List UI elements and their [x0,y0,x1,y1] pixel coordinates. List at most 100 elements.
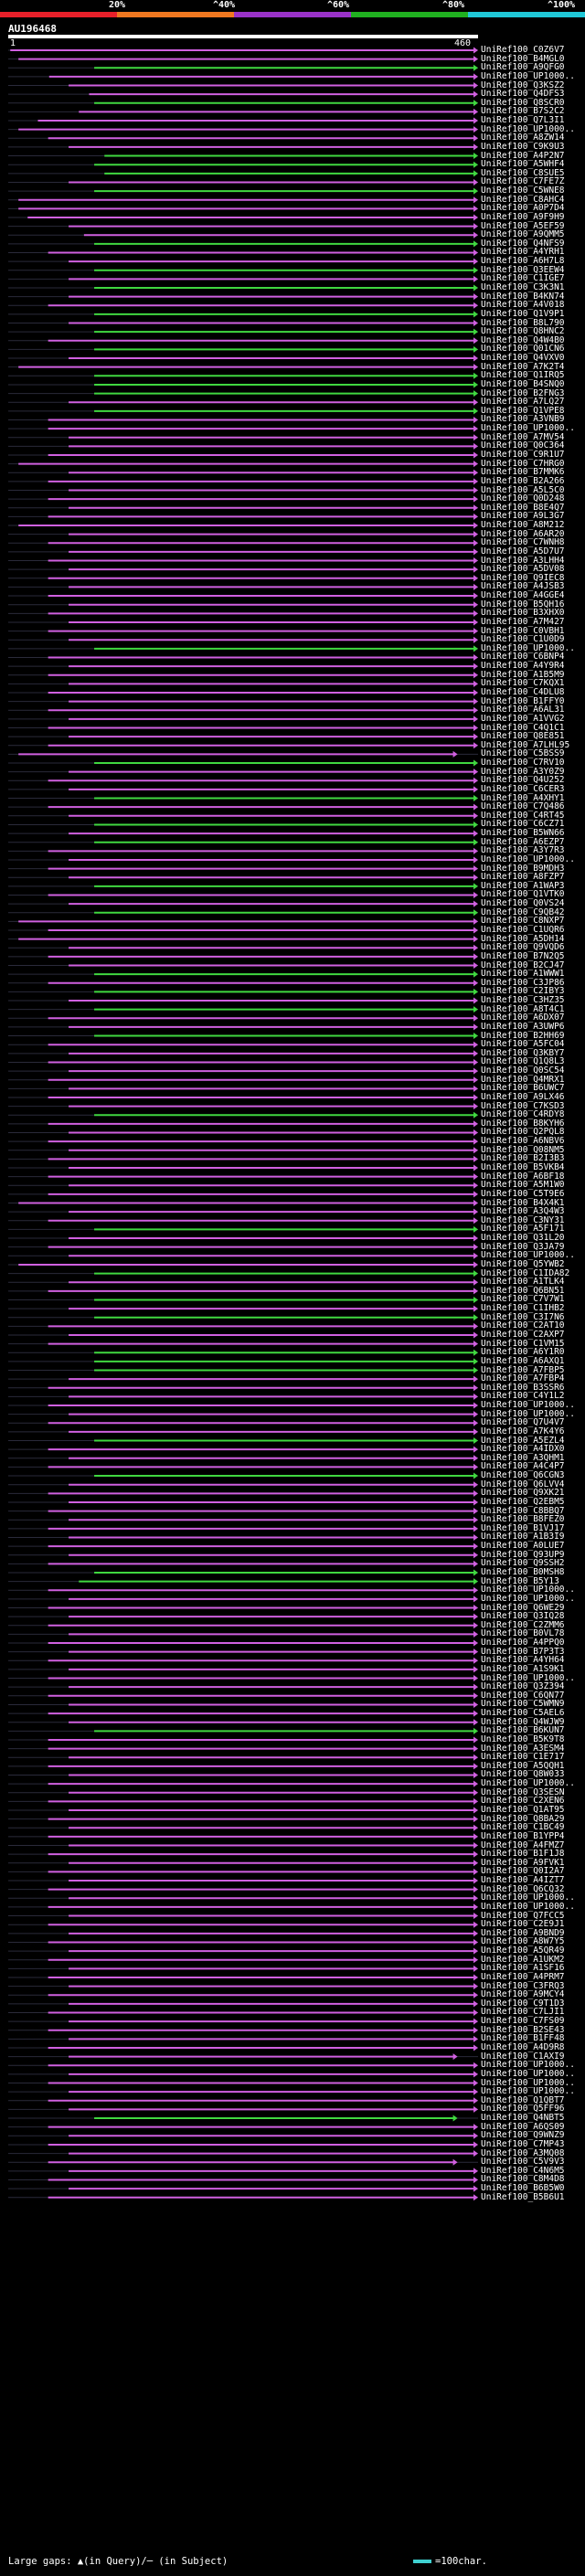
hit-label[interactable]: UniRef100_Q5YWB2 [481,1258,565,1269]
hit-label[interactable]: UniRef100_UP1000.. [481,2060,575,2071]
hit-label[interactable]: UniRef100_A9F9H9 [481,211,565,222]
hit-label[interactable]: UniRef100_A1B3I9 [481,1532,565,1542]
hit-label[interactable]: UniRef100_C6CZ71 [481,819,565,830]
hit-label[interactable]: UniRef100_A3QHM1 [481,1452,565,1463]
hit-label[interactable]: UniRef100_A3VNB9 [481,414,565,425]
hit-label[interactable]: UniRef100_A3LHH4 [481,555,565,566]
hit-label[interactable]: UniRef100_Q3KSZ2 [481,80,565,90]
hit-label[interactable]: UniRef100_C0Z6V7 [481,45,565,55]
hit-label[interactable]: UniRef100_C5T9E6 [481,1188,565,1199]
hit-label[interactable]: UniRef100_C7V7W1 [481,1294,565,1305]
hit-label[interactable]: UniRef100_Q1IRQ5 [481,370,565,381]
hit-label[interactable]: UniRef100_A9BND9 [481,1927,565,1938]
hit-label[interactable]: UniRef100_A4GGE4 [481,590,565,601]
hit-label[interactable]: UniRef100_C7KSD3 [481,1100,565,1111]
hit-label[interactable]: UniRef100_Q6BN51 [481,1285,565,1296]
hit-label[interactable]: UniRef100_B0MSH8 [481,1566,565,1577]
hit-label[interactable]: UniRef100_Q1QBT7 [481,2094,565,2105]
hit-label[interactable]: UniRef100_Q31L20 [481,1233,565,1244]
hit-label[interactable]: UniRef100_A1WAP3 [481,880,565,891]
hit-label[interactable]: UniRef100_B2A266 [481,475,565,486]
hit-label[interactable]: UniRef100_B0VL78 [481,1628,565,1639]
hit-label[interactable]: UniRef100_Q3JA79 [481,1241,565,1252]
hit-label[interactable]: UniRef100_Q4NFS9 [481,238,565,249]
hit-label[interactable]: UniRef100_B1YPP4 [481,1830,565,1841]
hit-label[interactable]: UniRef100_A7FBP4 [481,1373,565,1384]
hit-label[interactable]: UniRef100_A8T4C1 [481,1003,565,1014]
hit-label[interactable]: UniRef100_A4YH64 [481,1655,565,1666]
hit-label[interactable]: UniRef100_C2XEN6 [481,1796,565,1807]
hit-label[interactable]: UniRef100_C4RT45 [481,810,565,821]
hit-label[interactable]: UniRef100_B6KUN7 [481,1725,565,1736]
hit-label[interactable]: UniRef100_C0VBH1 [481,625,565,636]
hit-label[interactable]: UniRef100_A7LHL95 [481,739,570,750]
hit-label[interactable]: UniRef100_Q5FF96 [481,2104,565,2115]
hit-label[interactable]: UniRef100_A6BF18 [481,1171,565,1182]
hit-label[interactable]: UniRef100_C5AEL6 [481,1708,565,1719]
hit-label[interactable]: UniRef100_A4IZT7 [481,1875,565,1886]
hit-label[interactable]: UniRef100_Q1VPE8 [481,405,565,416]
hit-label[interactable]: UniRef100_A8W7Y5 [481,1936,565,1947]
hit-label[interactable]: UniRef100_A4FMZ7 [481,1839,565,1850]
hit-label[interactable]: UniRef100_B1F1J8 [481,1849,565,1860]
hit-label[interactable]: UniRef100_UP1000.. [481,642,575,653]
hit-label[interactable]: UniRef100_C9R1U7 [481,449,565,460]
hit-label[interactable]: UniRef100_Q9XK21 [481,1488,565,1499]
hit-label[interactable]: UniRef100_C1U0D9 [481,634,565,645]
hit-label[interactable]: UniRef100_UP1000.. [481,2077,575,2088]
hit-label[interactable]: UniRef100_A3MQ08 [481,2147,565,2158]
hit-label[interactable]: UniRef100_C3FRQ3 [481,1980,565,1991]
hit-label[interactable]: UniRef100_A9LX46 [481,1091,565,1102]
hit-label[interactable]: UniRef100_A8FZP7 [481,872,565,883]
hit-label[interactable]: UniRef100_A4PPQ0 [481,1638,565,1648]
hit-label[interactable]: UniRef100_C2AT10 [481,1320,565,1331]
hit-label[interactable]: UniRef100_A3Y7R3 [481,845,565,856]
hit-label[interactable]: UniRef100_A5QQH1 [481,1760,565,1771]
hit-label[interactable]: UniRef100_C2AXP7 [481,1329,565,1340]
hit-label[interactable]: UniRef100_C9K9U3 [481,141,565,152]
hit-label[interactable]: UniRef100_B5Y13 [481,1575,559,1586]
hit-label[interactable]: UniRef100_C4Q1C1 [481,722,565,733]
hit-label[interactable]: UniRef100_Q1AT95 [481,1805,565,1815]
hit-label[interactable]: UniRef100_B8L790 [481,317,565,328]
hit-label[interactable]: UniRef100_B3XHX0 [481,608,565,619]
hit-label[interactable]: UniRef100_A4JSB3 [481,581,565,592]
hit-label[interactable]: UniRef100_Q4DFS3 [481,89,565,100]
hit-label[interactable]: UniRef100_C4DLU8 [481,686,565,697]
hit-label[interactable]: UniRef100_B5QH16 [481,599,565,610]
hit-label[interactable]: UniRef100_C9T1D3 [481,1998,565,2009]
hit-label[interactable]: UniRef100_A1TLK4 [481,1277,565,1288]
hit-label[interactable]: UniRef100_Q6CQ32 [481,1883,565,1894]
hit-label[interactable]: UniRef100_A6AL31 [481,705,565,716]
hit-label[interactable]: UniRef100_Q0SC54 [481,1065,565,1076]
hit-label[interactable]: UniRef100_A1B5M9 [481,669,565,680]
hit-label[interactable]: UniRef100_A1S9K1 [481,1663,565,1674]
hit-label[interactable]: UniRef100_C8SUE5 [481,167,565,178]
hit-label[interactable]: UniRef100_Q8W033 [481,1769,565,1780]
hit-label[interactable]: UniRef100_B4MGL0 [481,53,565,64]
hit-label[interactable]: UniRef100_Q9VQD6 [481,942,565,953]
hit-label[interactable]: UniRef100_UP1000.. [481,1892,575,1903]
hit-label[interactable]: UniRef100_Q0C364 [481,440,565,451]
hit-label[interactable]: UniRef100_Q6LVV4 [481,1479,565,1489]
hit-label[interactable]: UniRef100_A6AXQ1 [481,1355,565,1366]
hit-label[interactable]: UniRef100_A5EZL4 [481,1435,565,1446]
hit-label[interactable]: UniRef100_A6AR20 [481,528,565,539]
hit-label[interactable]: UniRef100_C6QN77 [481,1690,565,1701]
hit-label[interactable]: UniRef100_A6H7L8 [481,256,565,267]
hit-label[interactable]: UniRef100_C5V9V3 [481,2157,565,2168]
hit-label[interactable]: UniRef100_A5L5C0 [481,484,565,495]
hit-label[interactable]: UniRef100_A5EF59 [481,220,565,231]
hit-label[interactable]: UniRef100_B7P3T3 [481,1646,565,1657]
hit-label[interactable]: UniRef100_Q0D248 [481,493,565,504]
hit-label[interactable]: UniRef100_A4YRH1 [481,247,565,258]
hit-label[interactable]: UniRef100_A4PRM7 [481,1971,565,1982]
hit-label[interactable]: UniRef100_Q3KBY7 [481,1047,565,1058]
hit-label[interactable]: UniRef100_B5WN66 [481,828,565,839]
hit-label[interactable]: UniRef100_Q1VTK0 [481,889,565,900]
hit-label[interactable]: UniRef100_B4SNQ0 [481,378,565,389]
hit-label[interactable]: UniRef100_UP1000.. [481,123,575,134]
hit-label[interactable]: UniRef100_A1WWW1 [481,969,565,980]
hit-label[interactable]: UniRef100_C2E9J1 [481,1919,565,1930]
hit-label[interactable]: UniRef100_A4P2N7 [481,150,565,161]
